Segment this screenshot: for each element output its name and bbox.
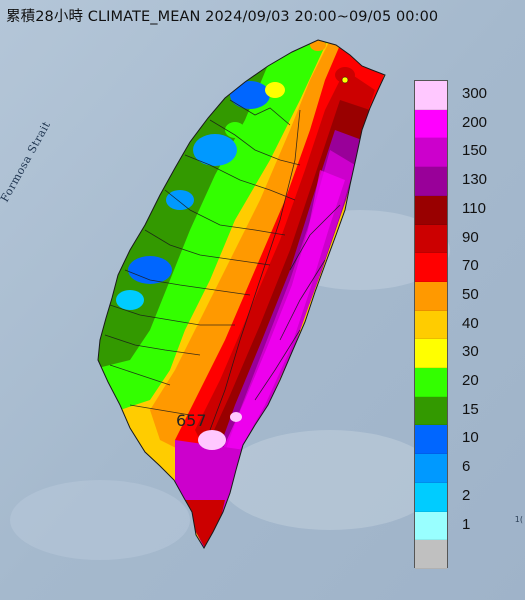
legend-label: 1 — [462, 516, 470, 533]
station-marker — [342, 77, 348, 83]
legend-label: 200 — [462, 114, 487, 131]
map-title: 累積28小時 CLIMATE_MEAN 2024/09/03 20:00~09/… — [6, 5, 438, 26]
legend-label: 6 — [462, 458, 470, 475]
legend-label: 300 — [462, 85, 487, 102]
legend-swatch — [415, 138, 447, 167]
legend-swatch — [415, 167, 447, 196]
max-value-label: 657 — [176, 411, 207, 430]
legend-swatch — [415, 225, 447, 254]
legend-label: 90 — [462, 229, 479, 246]
corner-label: 1( — [515, 515, 523, 524]
legend-label: 20 — [462, 372, 479, 389]
legend-label: 10 — [462, 429, 479, 446]
legend-label: 40 — [462, 315, 479, 332]
legend-label: 70 — [462, 257, 479, 274]
legend-swatch — [415, 282, 447, 311]
legend-colorbar — [414, 80, 448, 568]
legend-swatch — [415, 339, 447, 368]
legend-swatch — [415, 110, 447, 139]
legend-swatch — [415, 368, 447, 397]
legend-swatch — [415, 397, 447, 426]
legend-label: 50 — [462, 286, 479, 303]
legend-swatch — [415, 540, 447, 569]
legend-swatch — [415, 311, 447, 340]
legend-label: 110 — [462, 200, 486, 217]
legend-swatch — [415, 196, 447, 225]
legend-swatch — [415, 483, 447, 512]
cloud-patch — [10, 480, 190, 560]
legend-label: 30 — [462, 343, 479, 360]
legend-swatch — [415, 81, 447, 110]
legend-label: 150 — [462, 142, 487, 159]
legend-swatch — [415, 425, 447, 454]
legend-label: 2 — [462, 487, 470, 504]
legend-swatch — [415, 454, 447, 483]
legend-label: 130 — [462, 171, 487, 188]
legend-swatch — [415, 512, 447, 541]
legend-swatch — [415, 253, 447, 282]
legend-label: 15 — [462, 401, 479, 418]
cloud-patch — [220, 430, 440, 530]
